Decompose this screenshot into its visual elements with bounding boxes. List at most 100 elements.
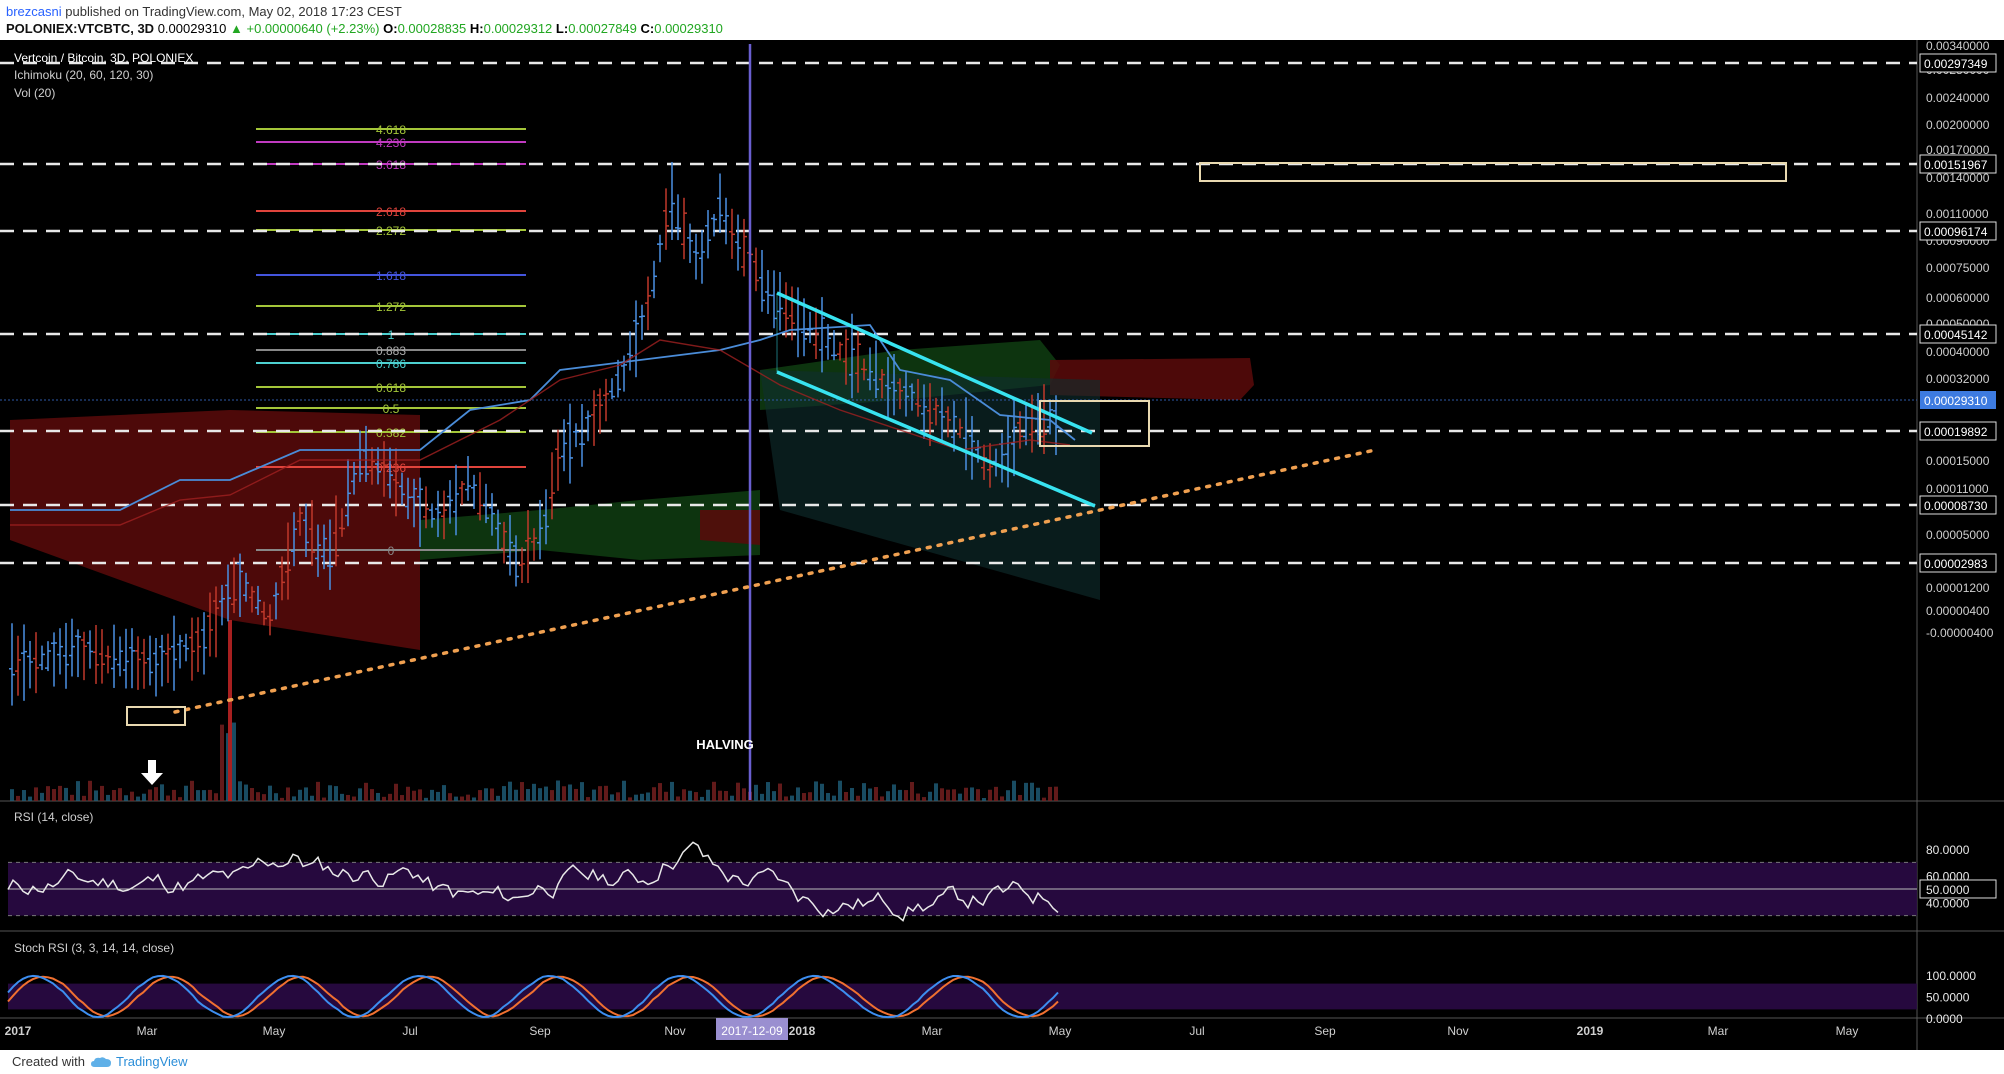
volume-bar	[706, 789, 710, 801]
volume-bar	[892, 784, 896, 801]
time-axis[interactable]: 2017 Mar May Jul Sep Nov 2017-12-09 2018 Mar May J…	[5, 1018, 1859, 1040]
volume-bar	[1048, 786, 1052, 801]
volume-bar	[784, 796, 788, 801]
time-tick-label: Sep	[1314, 1024, 1336, 1038]
level-label: 0.00096174	[1924, 225, 1988, 239]
volume-bar	[880, 796, 884, 801]
volume-bar	[1042, 797, 1046, 801]
volume-bar	[10, 789, 14, 801]
volume-bar	[1000, 796, 1004, 801]
volume-bar	[802, 793, 806, 801]
rsi-legend[interactable]: RSI (14, close)	[14, 810, 94, 824]
volume-bar	[346, 794, 350, 801]
price-tick-label: 0.00110000	[1926, 207, 1989, 221]
volume-bar	[874, 787, 878, 801]
volume-bar	[418, 789, 422, 801]
volume-bar	[940, 788, 944, 801]
volume-bar	[58, 785, 62, 801]
volume-bar	[682, 789, 686, 801]
stoch-rsi-legend[interactable]: Stoch RSI (3, 3, 14, 14, close)	[14, 941, 175, 955]
volume-bar	[778, 783, 782, 801]
last-price-box	[1920, 391, 1996, 409]
time-tick-label: Jul	[402, 1024, 417, 1038]
volume-bar	[904, 790, 908, 801]
volume-bar	[238, 781, 242, 801]
level-label: 0.00019892	[1924, 425, 1988, 439]
fib-level-label: 0.382	[376, 426, 406, 440]
volume-bar	[844, 791, 848, 801]
close-value: 0.00029310	[654, 21, 723, 36]
volume-bar	[370, 789, 374, 801]
price-tick-label: 0.00240000	[1926, 91, 1990, 105]
volume-bar	[790, 795, 794, 801]
price-change: ▲ +0.00000640 (+2.23%)	[230, 21, 380, 36]
tradingview-link[interactable]: TradingView	[116, 1054, 188, 1069]
fib-level-label: 2.618	[376, 205, 406, 219]
volume-bar	[622, 780, 626, 801]
chart-canvas[interactable]: 4.6184.2363.6182.6182.2721.6181.27210.88…	[0, 40, 2004, 1050]
volume-bar	[388, 793, 392, 801]
volume-bar	[934, 783, 938, 801]
volume-bar	[928, 791, 932, 801]
symbol-info: POLONIEX:VTCBTC, 3D 0.00029310 ▲ +0.0000…	[6, 21, 723, 36]
bull-cloud	[420, 490, 760, 560]
time-tick-label: Nov	[1447, 1024, 1468, 1038]
bear-cloud	[700, 510, 760, 545]
fib-level-label: 0.5	[383, 402, 400, 416]
time-tick-label: Jul	[1189, 1024, 1204, 1038]
chart-title: Vertcoin / Bitcoin, 3D, POLONIEX	[14, 51, 194, 65]
cloud-logo-icon	[91, 1057, 111, 1067]
stoch-tick-label: 0.0000	[1926, 1012, 1963, 1026]
price-tick-label: 0.00340000	[1926, 40, 1990, 53]
volume-bar	[634, 794, 638, 801]
drawings[interactable]: HALVING	[126, 44, 1787, 800]
volume-bar	[496, 795, 500, 801]
volume-bar	[394, 783, 398, 801]
volume-bar	[286, 787, 290, 801]
volume-bar	[82, 795, 86, 801]
time-tick-label: 2017	[5, 1024, 32, 1038]
volume-bar	[580, 782, 584, 801]
volume-legend[interactable]: Vol (20)	[14, 86, 56, 100]
volume-bar	[172, 789, 176, 801]
price-tick-label: -0.00000400	[1926, 626, 1994, 640]
ichimoku-legend[interactable]: Ichimoku (20, 60, 120, 30)	[14, 68, 154, 82]
volume-bar	[898, 789, 902, 801]
stoch-d-line	[7, 975, 1059, 1018]
volume-bar	[106, 794, 110, 801]
volume-bar	[262, 794, 266, 801]
price-axis[interactable]: 0.003400000.002800000.002400000.00200000…	[1919, 40, 1997, 640]
fib-level-label: 0.618	[376, 381, 406, 395]
volume-bar	[718, 790, 722, 801]
volume-bar	[604, 785, 608, 801]
price-tick-label: 0.00075000	[1926, 261, 1990, 275]
volume-bar	[736, 782, 740, 801]
volume-bar	[130, 791, 134, 801]
volume-bar	[88, 780, 92, 801]
volume-bar	[856, 795, 860, 801]
volume-bar	[1006, 790, 1010, 801]
support-trendline	[173, 448, 1377, 714]
volume-bar	[658, 783, 662, 801]
volume-bar	[832, 795, 836, 801]
level-label-box	[1919, 154, 1997, 174]
last-price: 0.00029310	[157, 21, 227, 36]
volume-bar	[340, 793, 344, 801]
date-cursor-box	[716, 1018, 788, 1040]
rsi-tick-label: 50.0000	[1926, 883, 1970, 897]
volume-bar	[244, 784, 248, 801]
stoch-band	[8, 983, 1917, 1010]
time-tick-label: Nov	[664, 1024, 685, 1038]
level-label: 0.00002983	[1924, 557, 1988, 571]
base-box	[126, 706, 186, 726]
volume-bar	[334, 786, 338, 801]
fib-level-label: 4.618	[376, 123, 406, 137]
volume-bar	[436, 791, 440, 801]
volume-bar	[1024, 782, 1028, 801]
volume-bar	[958, 793, 962, 801]
author-link[interactable]: brezcasni	[6, 4, 62, 19]
volume-bar	[148, 789, 152, 801]
volume-bar	[178, 797, 182, 801]
volume-bar	[952, 789, 956, 801]
volume-bar	[160, 784, 164, 801]
